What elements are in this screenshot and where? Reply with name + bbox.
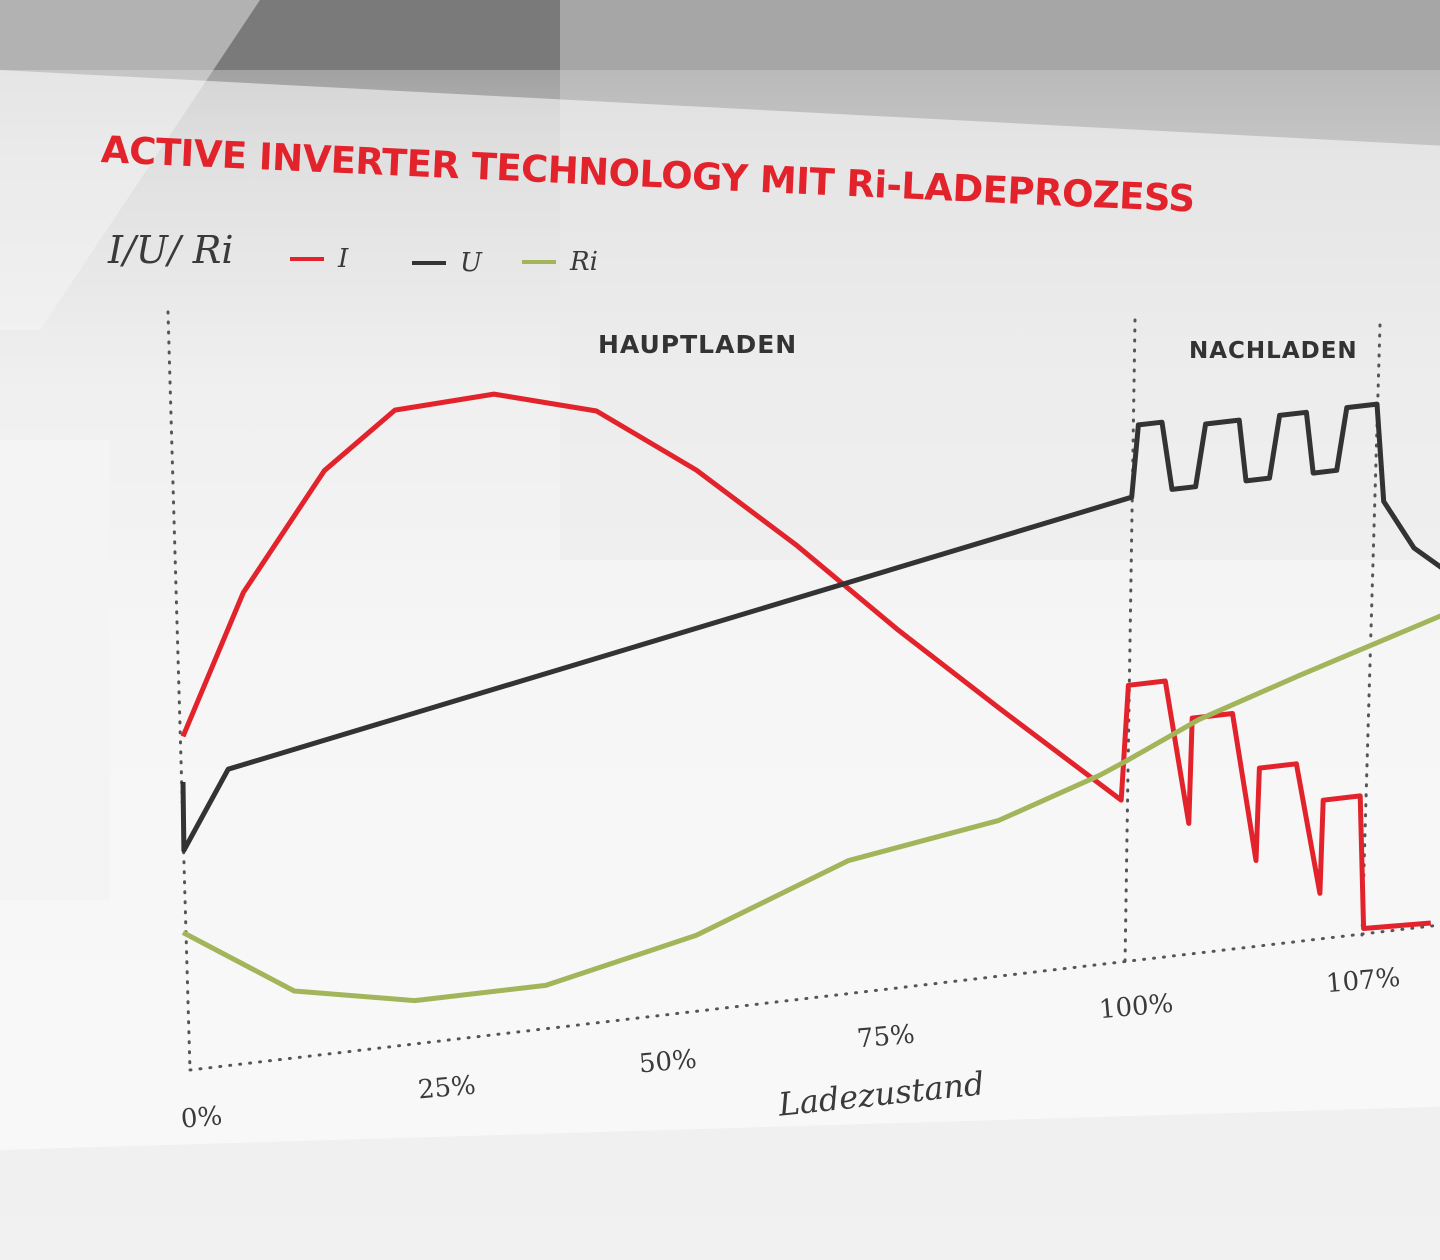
legend-label: Ri xyxy=(570,247,598,277)
legend-item-ri: Ri xyxy=(522,247,598,277)
legend-swatch xyxy=(290,257,324,261)
phase-divider-100 xyxy=(1123,318,1137,967)
series-u-line xyxy=(180,401,1440,853)
legend-item-i: I xyxy=(290,244,348,274)
overlay-panel xyxy=(0,70,1440,1150)
series-i-line xyxy=(180,391,1432,931)
legend-label: I xyxy=(338,244,349,274)
legend-swatch xyxy=(412,261,446,265)
phase-label-nachladen: NACHLADEN xyxy=(1189,338,1358,364)
legend-label: U xyxy=(460,248,482,278)
legend-item-u: U xyxy=(412,248,482,278)
phase-label-hauptladen: HAUPTLADEN xyxy=(598,330,798,359)
legend-swatch xyxy=(522,260,556,264)
y-axis-label: I/U/ Ri xyxy=(108,228,234,272)
y-axis xyxy=(166,310,192,1072)
x-axis xyxy=(188,923,1440,1072)
series-ri-line xyxy=(181,613,1440,1004)
